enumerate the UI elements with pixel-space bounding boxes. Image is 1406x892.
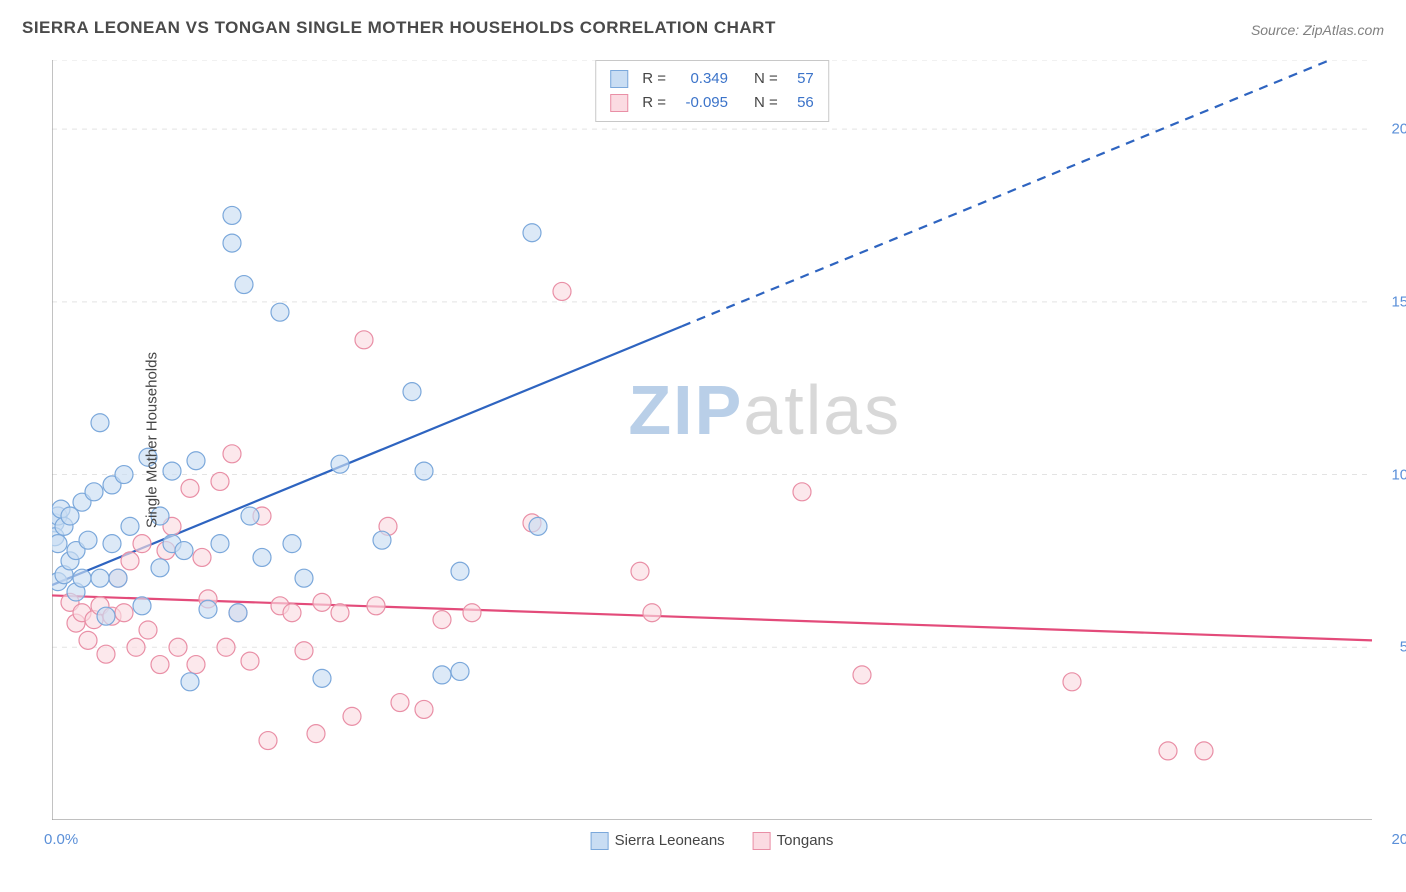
n-label: N = <box>754 91 778 115</box>
swatch-a-icon <box>610 70 628 88</box>
swatch-a-icon <box>591 832 609 850</box>
r-value-b: -0.095 <box>674 91 728 115</box>
x-tick-right: 20.0% <box>1391 831 1406 848</box>
r-label: R = <box>642 67 666 91</box>
legend-item-a: Sierra Leoneans <box>591 832 725 850</box>
y-tick-label: 20.0% <box>1391 121 1406 138</box>
chart-title: SIERRA LEONEAN VS TONGAN SINGLE MOTHER H… <box>22 18 776 38</box>
correlation-box: R = 0.349 N = 57 R = -0.095 N = 56 <box>595 60 829 122</box>
r-value-a: 0.349 <box>674 67 728 91</box>
n-value-b: 56 <box>786 91 814 115</box>
plot-area: Single Mother Households ZIPatlas R = 0.… <box>52 60 1372 820</box>
r-label: R = <box>642 91 666 115</box>
chart-container: SIERRA LEONEAN VS TONGAN SINGLE MOTHER H… <box>0 0 1406 892</box>
n-label: N = <box>754 67 778 91</box>
source-prefix: Source: <box>1251 22 1303 38</box>
y-axis-label: Single Mother Households <box>143 352 160 528</box>
y-tick-label: 15.0% <box>1391 293 1406 310</box>
x-axis-legend: Sierra Leoneans Tongans <box>591 832 834 850</box>
scatter-chart-svg <box>52 60 1372 820</box>
y-tick-label: 5.0% <box>1400 639 1406 656</box>
legend-label-b: Tongans <box>777 832 834 849</box>
source-attribution: Source: ZipAtlas.com <box>1251 22 1384 38</box>
corr-row-a: R = 0.349 N = 57 <box>610 67 814 91</box>
legend-label-a: Sierra Leoneans <box>615 832 725 849</box>
source-link[interactable]: ZipAtlas.com <box>1303 22 1384 38</box>
corr-row-b: R = -0.095 N = 56 <box>610 91 814 115</box>
n-value-a: 57 <box>786 67 814 91</box>
legend-item-b: Tongans <box>753 832 834 850</box>
y-tick-label: 10.0% <box>1391 466 1406 483</box>
swatch-b-icon <box>610 94 628 112</box>
x-tick-left: 0.0% <box>44 831 78 848</box>
swatch-b-icon <box>753 832 771 850</box>
